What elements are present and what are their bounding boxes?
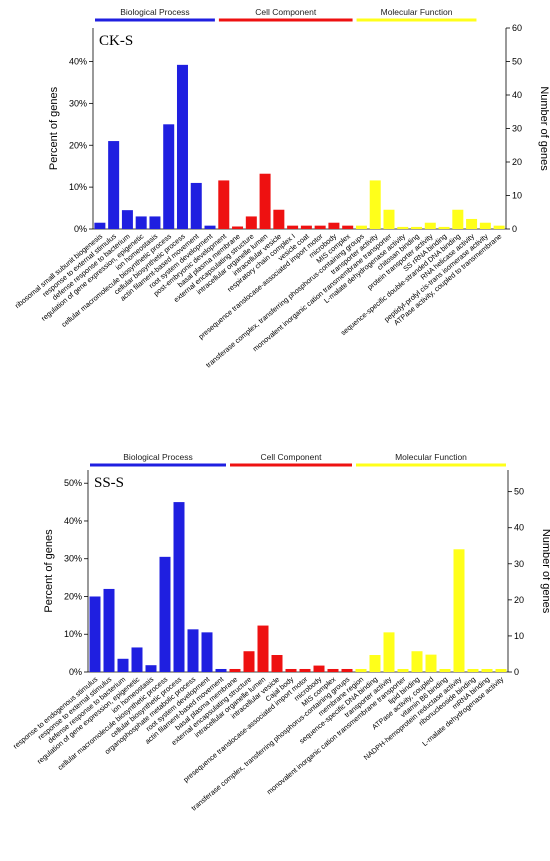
group-label-molecular: Molecular Function xyxy=(395,452,467,462)
group-label-biological: Biological Process xyxy=(120,7,189,17)
bar-4 xyxy=(131,647,143,672)
group-label-cellular: Cell Component xyxy=(261,452,323,462)
y-tick-label-left: 30% xyxy=(69,98,87,108)
bar-23 xyxy=(397,226,409,229)
y-tick-label-right: 20 xyxy=(512,157,522,167)
y-tick-label-left: 20% xyxy=(69,140,87,150)
y-tick-label-right: 10 xyxy=(512,191,522,201)
bar-9 xyxy=(201,632,213,672)
bar-14 xyxy=(273,209,285,229)
bar-14 xyxy=(271,655,283,672)
y-tick-label-left: 40% xyxy=(64,516,82,526)
bar-22 xyxy=(383,209,395,229)
bar-6 xyxy=(163,124,175,229)
bar-1 xyxy=(89,596,101,672)
y-tick-label-left: 10% xyxy=(64,629,82,639)
bar-17 xyxy=(313,665,325,672)
y-tick-label-left: 20% xyxy=(64,591,82,601)
bar-27 xyxy=(452,209,464,229)
bar-29 xyxy=(479,222,491,229)
bar-30 xyxy=(495,668,507,672)
chart-1: Biological Process Cell Component Molecula… xyxy=(13,7,550,370)
bar-2 xyxy=(103,588,115,672)
y-tick-label-left: 50% xyxy=(64,478,82,488)
bar-29 xyxy=(481,668,493,672)
bar-20 xyxy=(355,225,367,229)
bar-3 xyxy=(121,210,133,229)
bar-19 xyxy=(341,668,353,672)
y-tick-label-right: 50 xyxy=(512,57,522,67)
y-tick-label-right: 60 xyxy=(512,23,522,33)
y-tick-label-right: 40 xyxy=(512,90,522,100)
bar-25 xyxy=(424,222,436,229)
bar-1 xyxy=(94,222,106,229)
bar-12 xyxy=(243,651,255,672)
bar-13 xyxy=(257,625,269,672)
chart-title: CK-S xyxy=(99,33,133,49)
y-tick-label-left: 30% xyxy=(64,554,82,564)
bar-11 xyxy=(232,226,244,229)
y-tick-label-left: 40% xyxy=(69,57,87,67)
bar-7 xyxy=(176,64,188,229)
bar-19 xyxy=(342,225,354,229)
bar-24 xyxy=(411,651,423,672)
bar-16 xyxy=(299,668,311,672)
bar-26 xyxy=(438,226,450,229)
bar-9 xyxy=(204,225,216,229)
bar-21 xyxy=(369,180,381,229)
bar-17 xyxy=(314,225,326,229)
y-tick-label-left: 0% xyxy=(69,667,82,677)
bar-11 xyxy=(229,668,241,672)
group-label-cellular: Cell Component xyxy=(255,7,317,17)
y-tick-label-left: 10% xyxy=(69,182,87,192)
y-axis-title-left: Percent of genes xyxy=(43,529,55,613)
bar-28 xyxy=(467,668,479,672)
bar-5 xyxy=(145,665,157,672)
y-tick-label-right: 50 xyxy=(514,487,524,497)
bar-6 xyxy=(159,556,171,672)
y-axis-title-right: Number of genes xyxy=(538,86,550,171)
bar-10 xyxy=(218,180,230,229)
bar-3 xyxy=(117,658,129,672)
y-axis-title-right: Number of genes xyxy=(540,529,550,614)
bar-26 xyxy=(439,668,451,672)
bar-16 xyxy=(300,225,312,229)
bar-28 xyxy=(466,218,478,229)
bar-27 xyxy=(453,549,465,672)
bar-21 xyxy=(369,655,381,672)
bar-8 xyxy=(187,629,199,672)
bar-8 xyxy=(190,182,202,229)
y-tick-label-right: 0 xyxy=(512,224,517,234)
y-tick-label-right: 30 xyxy=(512,124,522,134)
bar-15 xyxy=(285,668,297,672)
chart-2: Biological Process Cell Component Molecula… xyxy=(11,452,550,813)
bar-23 xyxy=(397,668,409,672)
bar-18 xyxy=(327,668,339,672)
y-tick-label-right: 40 xyxy=(514,523,524,533)
y-tick-label-left: 0% xyxy=(74,224,87,234)
bar-24 xyxy=(411,226,423,229)
group-label-biological: Biological Process xyxy=(123,452,192,462)
bar-15 xyxy=(287,225,299,229)
bar-2 xyxy=(108,141,120,229)
y-tick-label-right: 0 xyxy=(514,667,519,677)
bar-20 xyxy=(355,668,367,672)
bar-13 xyxy=(259,173,271,229)
bar-18 xyxy=(328,222,340,229)
bar-4 xyxy=(135,216,147,229)
y-tick-label-right: 10 xyxy=(514,631,524,641)
y-axis-title-left: Percent of genes xyxy=(48,86,60,170)
y-tick-label-right: 20 xyxy=(514,595,524,605)
chart-title: SS-S xyxy=(94,475,124,491)
bar-22 xyxy=(383,632,395,672)
y-tick-label-right: 30 xyxy=(514,559,524,569)
bar-30 xyxy=(493,225,505,229)
bar-12 xyxy=(245,216,257,229)
bar-7 xyxy=(173,502,185,672)
bar-5 xyxy=(149,216,161,229)
group-label-molecular: Molecular Function xyxy=(381,7,453,17)
bar-10 xyxy=(215,668,227,672)
bar-25 xyxy=(425,654,437,672)
